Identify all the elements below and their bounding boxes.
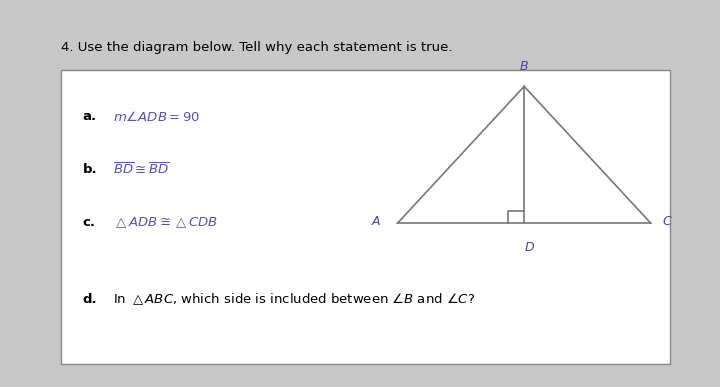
Text: $\triangle ADB \cong \triangle CDB$: $\triangle ADB \cong \triangle CDB$ — [113, 215, 218, 230]
Text: 4. Use the diagram below. Tell why each statement is true.: 4. Use the diagram below. Tell why each … — [61, 41, 453, 54]
Text: c.: c. — [83, 216, 96, 229]
Text: a.: a. — [83, 110, 96, 123]
Text: $m\angle ADB = 90$: $m\angle ADB = 90$ — [113, 110, 200, 124]
Text: D: D — [525, 241, 535, 254]
Text: b.: b. — [83, 163, 97, 176]
Text: A: A — [372, 214, 380, 228]
FancyBboxPatch shape — [61, 70, 670, 364]
Text: $\overline{BD} \cong \overline{BD}$: $\overline{BD} \cong \overline{BD}$ — [113, 162, 170, 177]
Text: B: B — [520, 60, 528, 73]
Text: In $\triangle ABC$, which side is included between $\angle B$ and $\angle C$?: In $\triangle ABC$, which side is includ… — [113, 291, 475, 307]
Text: C: C — [662, 214, 671, 228]
Text: d.: d. — [83, 293, 97, 306]
